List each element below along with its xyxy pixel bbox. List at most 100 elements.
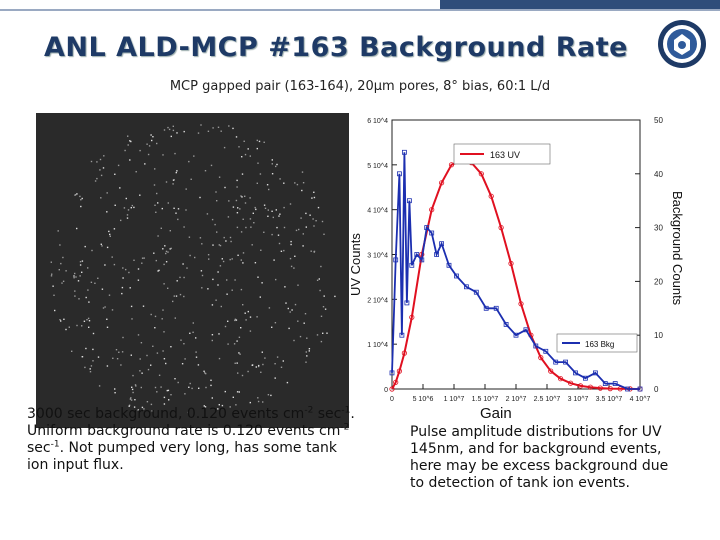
event-speckle xyxy=(192,322,194,324)
event-speckle xyxy=(244,153,247,156)
bkg-point xyxy=(582,375,588,381)
event-speckle xyxy=(224,325,227,328)
event-speckle xyxy=(184,358,186,360)
event-speckle xyxy=(280,250,283,252)
event-speckle xyxy=(142,305,145,307)
event-speckle xyxy=(323,295,325,297)
event-speckle xyxy=(271,173,274,175)
event-speckle xyxy=(177,208,180,210)
event-speckle xyxy=(90,365,93,367)
event-speckle xyxy=(275,209,277,211)
event-speckle xyxy=(267,394,270,396)
event-speckle xyxy=(211,397,213,399)
uv-point xyxy=(478,171,484,177)
event-speckle xyxy=(303,322,305,324)
event-speckle xyxy=(236,212,239,214)
event-speckle xyxy=(223,146,226,149)
event-speckle xyxy=(163,396,166,399)
event-speckle xyxy=(256,182,258,184)
event-speckle xyxy=(258,364,260,367)
event-speckle xyxy=(207,288,209,290)
event-speckle xyxy=(117,164,120,167)
event-speckle xyxy=(218,244,220,246)
legend-bkg xyxy=(556,333,638,353)
event-speckle xyxy=(241,173,244,175)
event-speckle xyxy=(116,358,119,360)
event-speckle xyxy=(128,404,131,406)
event-speckle xyxy=(100,174,103,177)
event-speckle xyxy=(132,391,134,394)
event-speckle xyxy=(263,204,266,206)
event-speckle xyxy=(231,289,233,291)
event-speckle xyxy=(320,265,322,268)
event-speckle xyxy=(235,319,238,321)
series-line-163-uv xyxy=(391,159,641,390)
event-speckle xyxy=(58,269,60,271)
event-speckle xyxy=(255,208,257,211)
event-speckle xyxy=(197,132,200,134)
event-speckle xyxy=(318,278,320,280)
event-speckle xyxy=(147,153,150,156)
event-speckle xyxy=(301,189,303,192)
event-speckle xyxy=(309,214,311,216)
y-tick-label: 5 10^4 xyxy=(367,163,388,170)
event-speckle xyxy=(115,349,118,351)
event-speckle xyxy=(275,165,277,168)
event-speckle xyxy=(274,377,276,379)
event-speckle xyxy=(62,256,64,259)
event-speckle xyxy=(163,358,166,360)
event-speckle xyxy=(262,401,264,403)
uv-point xyxy=(538,355,544,361)
event-speckle xyxy=(263,141,265,143)
event-speckle xyxy=(90,160,93,163)
event-speckle xyxy=(189,332,191,334)
event-speckle xyxy=(76,193,78,195)
event-speckle xyxy=(176,170,178,172)
event-speckle xyxy=(165,362,167,365)
event-speckle xyxy=(174,317,176,319)
event-speckle xyxy=(175,212,177,214)
bkg-point xyxy=(439,241,444,247)
event-speckle xyxy=(289,311,291,313)
event-speckle xyxy=(183,226,185,228)
event-speckle xyxy=(256,147,258,150)
event-speckle xyxy=(150,313,152,316)
event-speckle xyxy=(256,316,258,318)
uv-point xyxy=(558,376,564,382)
event-speckle xyxy=(205,372,207,375)
event-speckle xyxy=(288,327,290,330)
event-speckle xyxy=(275,278,277,281)
x-tick-label: 1.5 10^7 xyxy=(472,396,499,403)
event-speckle xyxy=(258,140,261,143)
event-speckle xyxy=(222,260,225,263)
event-speckle xyxy=(127,135,129,137)
event-speckle xyxy=(313,196,316,199)
event-speckle xyxy=(76,227,78,230)
event-speckle xyxy=(130,354,132,356)
event-speckle xyxy=(157,202,159,204)
event-speckle xyxy=(208,258,210,260)
event-speckle xyxy=(106,365,109,367)
event-speckle xyxy=(271,163,273,165)
event-speckle xyxy=(266,184,269,186)
event-speckle xyxy=(78,298,80,300)
bkg-point xyxy=(573,370,578,376)
event-speckle xyxy=(156,352,159,354)
event-speckle xyxy=(84,366,86,369)
event-speckle xyxy=(87,267,89,269)
event-speckle xyxy=(150,134,152,136)
y2-tick-label: 0 xyxy=(654,385,659,394)
event-speckle xyxy=(177,381,179,384)
event-speckle xyxy=(167,389,170,392)
event-speckle xyxy=(191,387,193,390)
event-speckle xyxy=(166,389,168,392)
right-caption: Pulse amplitude distributions for UV 145… xyxy=(410,424,669,491)
event-speckle xyxy=(112,357,114,359)
event-speckle xyxy=(278,215,280,217)
event-speckle xyxy=(63,318,65,320)
event-speckle xyxy=(83,320,86,322)
event-speckle xyxy=(296,183,299,186)
event-speckle xyxy=(249,330,252,332)
header-accent-bar xyxy=(440,0,720,9)
legend-uv xyxy=(453,143,551,165)
